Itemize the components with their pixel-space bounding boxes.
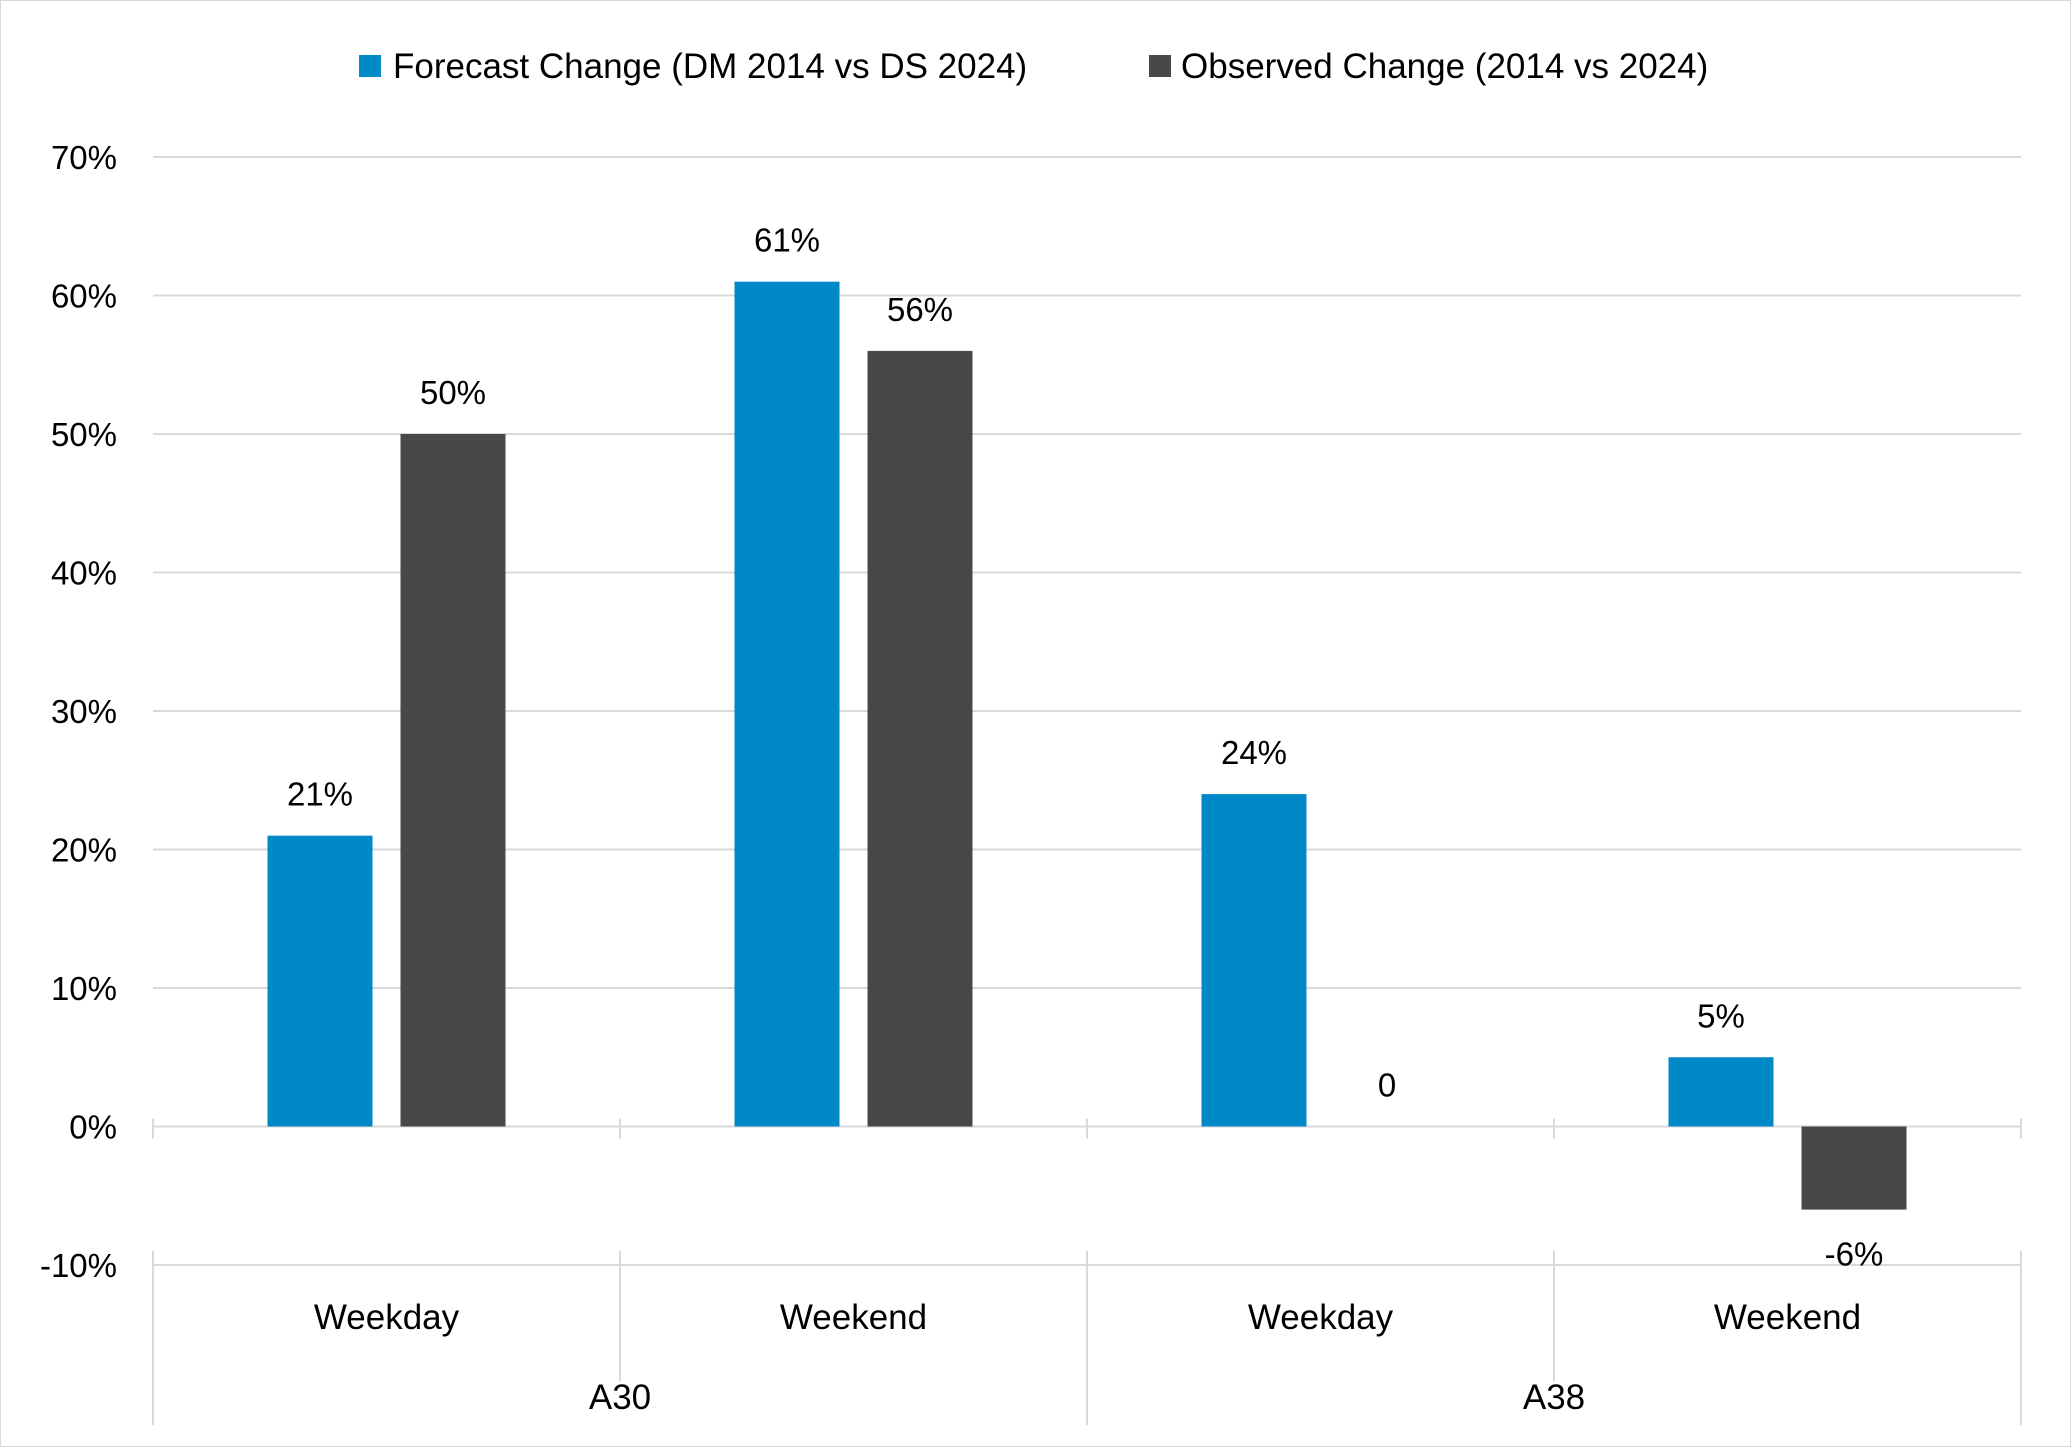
data-label: -6% (1825, 1236, 1884, 1273)
data-label: 0 (1378, 1067, 1396, 1104)
y-tick-label: -10% (40, 1247, 117, 1284)
y-tick-label: 0% (69, 1109, 117, 1146)
category-label: Weekend (1714, 1298, 1861, 1337)
legend-label: Observed Change (2014 vs 2024) (1181, 47, 1708, 86)
data-label: 24% (1221, 734, 1287, 771)
y-tick-label: 30% (51, 693, 117, 730)
bar-forecast (1201, 794, 1307, 1127)
bar-observed (1801, 1126, 1907, 1210)
data-label: 61% (754, 222, 820, 259)
legend-swatch (359, 55, 381, 77)
y-tick-label: 40% (51, 555, 117, 592)
bar-observed (400, 434, 506, 1127)
category-label: Weekday (314, 1298, 460, 1337)
category-label: Weekend (780, 1298, 927, 1337)
data-label: 21% (287, 776, 353, 813)
legend-swatch (1149, 55, 1171, 77)
category-label: Weekday (1248, 1298, 1394, 1337)
y-tick-label: 50% (51, 416, 117, 453)
group-label: A30 (589, 1378, 651, 1417)
data-label: 56% (887, 291, 953, 328)
bar-forecast (267, 835, 373, 1127)
data-label: 5% (1697, 997, 1745, 1034)
bar-forecast (1668, 1057, 1774, 1127)
bar-forecast (734, 281, 840, 1127)
y-tick-label: 10% (51, 970, 117, 1007)
y-tick-label: 60% (51, 278, 117, 315)
y-tick-label: 70% (51, 139, 117, 176)
group-label: A38 (1523, 1378, 1585, 1417)
bar-observed (867, 350, 973, 1127)
data-label: 50% (420, 374, 486, 411)
y-tick-label: 20% (51, 832, 117, 869)
legend-label: Forecast Change (DM 2014 vs DS 2024) (393, 47, 1027, 86)
